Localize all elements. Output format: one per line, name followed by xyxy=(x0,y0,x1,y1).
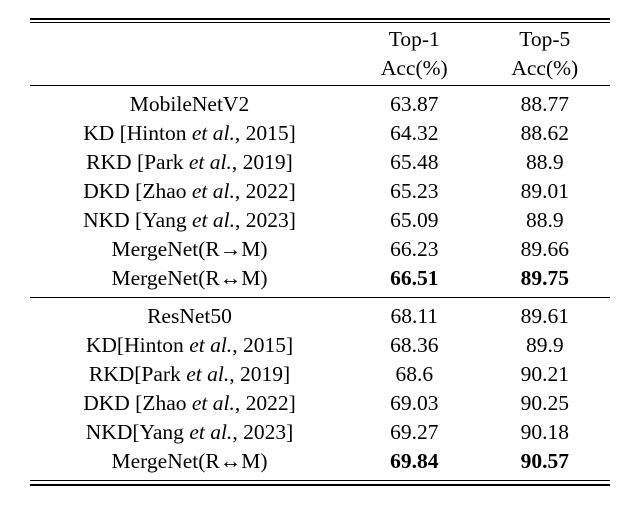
method-cell: KD[Hinton et al., 2015] xyxy=(30,331,349,360)
top1-cell: 64.32 xyxy=(349,119,480,148)
method-cell: MergeNet(R→M) xyxy=(30,235,349,264)
table-row: KD[Hinton et al., 2015]68.3689.9 xyxy=(30,331,610,360)
top1-cell: 69.84 xyxy=(349,447,480,481)
top5-cell: 90.25 xyxy=(480,389,611,418)
top5-cell: 88.9 xyxy=(480,148,611,177)
col-header-top5-line1: Top-5 xyxy=(480,23,611,54)
top5-cell: 89.66 xyxy=(480,235,611,264)
table-row: RKD [Park et al., 2019]65.4888.9 xyxy=(30,148,610,177)
col-header-top1-line1: Top-1 xyxy=(349,23,480,54)
table-row: NKD[Yang et al., 2023]69.2790.18 xyxy=(30,418,610,447)
top1-cell: 65.09 xyxy=(349,206,480,235)
method-cell: NKD [Yang et al., 2023] xyxy=(30,206,349,235)
results-table: Top-1 Top-5 Acc(%) Acc(%) MobileNetV263.… xyxy=(30,18,610,486)
top1-cell: 68.11 xyxy=(349,298,480,332)
method-cell: NKD[Yang et al., 2023] xyxy=(30,418,349,447)
table-row: DKD [Zhao et al., 2022]65.2389.01 xyxy=(30,177,610,206)
table-row: MergeNet(R→M)66.2389.66 xyxy=(30,235,610,264)
table-header-row: Top-1 Top-5 xyxy=(30,23,610,54)
method-cell: DKD [Zhao et al., 2022] xyxy=(30,389,349,418)
top1-cell: 69.27 xyxy=(349,418,480,447)
method-cell: MergeNet(R↔M) xyxy=(30,264,349,298)
table-row: MergeNet(R↔M)66.5189.75 xyxy=(30,264,610,298)
method-cell: RKD[Park et al., 2019] xyxy=(30,360,349,389)
top5-cell: 88.9 xyxy=(480,206,611,235)
top1-cell: 65.23 xyxy=(349,177,480,206)
top1-cell: 65.48 xyxy=(349,148,480,177)
top1-cell: 69.03 xyxy=(349,389,480,418)
top5-cell: 89.75 xyxy=(480,264,611,298)
table-row: RKD[Park et al., 2019]68.690.21 xyxy=(30,360,610,389)
top1-cell: 68.36 xyxy=(349,331,480,360)
method-cell: MobileNetV2 xyxy=(30,86,349,120)
table-row: MergeNet(R↔M)69.8490.57 xyxy=(30,447,610,481)
col-header-top1-line2: Acc(%) xyxy=(349,54,480,86)
top5-cell: 89.61 xyxy=(480,298,611,332)
top1-cell: 66.51 xyxy=(349,264,480,298)
table-header-row: Acc(%) Acc(%) xyxy=(30,54,610,86)
method-cell: DKD [Zhao et al., 2022] xyxy=(30,177,349,206)
table-row: NKD [Yang et al., 2023]65.0988.9 xyxy=(30,206,610,235)
top5-cell: 90.21 xyxy=(480,360,611,389)
top5-cell: 89.01 xyxy=(480,177,611,206)
method-cell: MergeNet(R↔M) xyxy=(30,447,349,481)
table-row: DKD [Zhao et al., 2022]69.0390.25 xyxy=(30,389,610,418)
table-row: KD [Hinton et al., 2015]64.3288.62 xyxy=(30,119,610,148)
top5-cell: 90.18 xyxy=(480,418,611,447)
top5-cell: 88.77 xyxy=(480,86,611,120)
method-cell: KD [Hinton et al., 2015] xyxy=(30,119,349,148)
top5-cell: 90.57 xyxy=(480,447,611,481)
table-row: MobileNetV263.8788.77 xyxy=(30,86,610,120)
method-cell: RKD [Park et al., 2019] xyxy=(30,148,349,177)
top5-cell: 89.9 xyxy=(480,331,611,360)
top5-cell: 88.62 xyxy=(480,119,611,148)
top1-cell: 63.87 xyxy=(349,86,480,120)
method-cell: ResNet50 xyxy=(30,298,349,332)
top1-cell: 66.23 xyxy=(349,235,480,264)
top1-cell: 68.6 xyxy=(349,360,480,389)
results-table-container: Top-1 Top-5 Acc(%) Acc(%) MobileNetV263.… xyxy=(0,0,640,486)
table-row: ResNet5068.1189.61 xyxy=(30,298,610,332)
col-header-top5-line2: Acc(%) xyxy=(480,54,611,86)
